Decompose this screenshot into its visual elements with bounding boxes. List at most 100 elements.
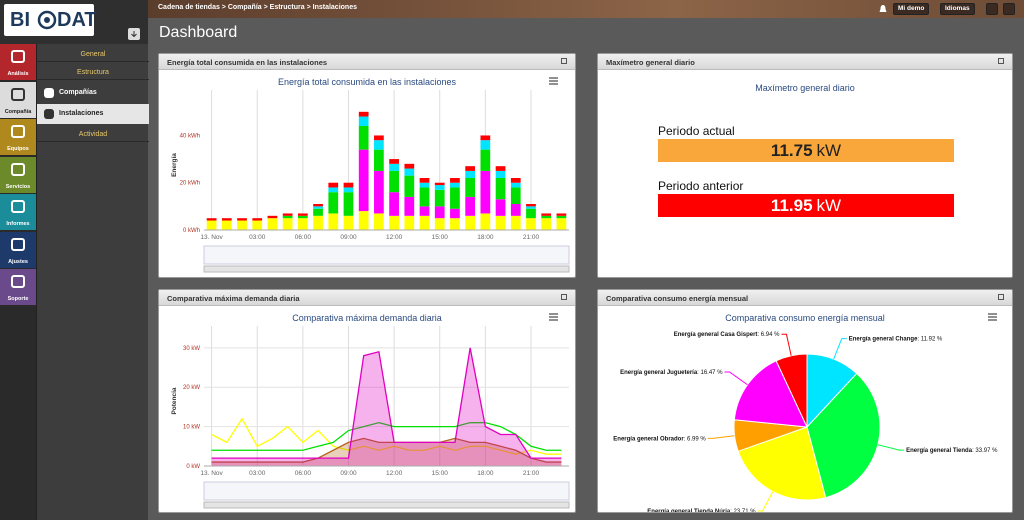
icon-shape xyxy=(11,50,25,63)
bar-segment xyxy=(237,218,247,221)
label-connector xyxy=(707,435,735,439)
y-tick-label: 0 kWh xyxy=(183,228,200,234)
bar-segment xyxy=(510,182,521,188)
pie-slice xyxy=(733,360,808,428)
period-label: Periodo anterior xyxy=(658,179,744,193)
y-tick-label: 40 kWh xyxy=(180,133,200,139)
nav-icon xyxy=(11,275,25,288)
area xyxy=(211,438,562,466)
bell-icon[interactable] xyxy=(878,4,888,14)
sub-nav-icon xyxy=(44,88,54,98)
bar-segment xyxy=(374,140,384,150)
pie-slice xyxy=(775,353,808,428)
sub-nav-item[interactable]: Instalaciones xyxy=(37,104,149,124)
period-label: Periodo actual xyxy=(658,124,735,138)
bar-segment xyxy=(389,215,399,230)
bar-segment xyxy=(419,215,430,230)
maximize-button[interactable] xyxy=(998,294,1004,300)
bar-segment xyxy=(556,213,567,216)
icon-shape xyxy=(11,275,25,288)
label-connector xyxy=(781,333,792,356)
bar-segment xyxy=(510,204,521,216)
user-button[interactable]: Mi demo xyxy=(893,3,930,15)
nav-item[interactable]: Análisis xyxy=(0,44,36,80)
bar-segment xyxy=(389,163,399,171)
collapse-button[interactable] xyxy=(128,28,140,40)
bar-segment xyxy=(358,116,369,126)
bar-segment xyxy=(450,208,460,219)
maximeter-title: Maxímetro general diario xyxy=(755,83,855,93)
bar-segment xyxy=(434,182,445,186)
slice-value: : 33.97 % xyxy=(972,448,998,454)
nav-item[interactable]: Compañía xyxy=(0,81,36,118)
help-button[interactable] xyxy=(1003,3,1015,15)
bar-segment xyxy=(297,213,308,216)
sub-nav-item[interactable]: Actividad xyxy=(37,128,149,142)
breadcrumb[interactable]: Cadena de tiendas > Compañía > Estructur… xyxy=(158,4,357,11)
top-bar: Cadena de tiendas > Compañía > Estructur… xyxy=(148,0,1024,18)
nav-icon xyxy=(11,125,25,138)
label-connector xyxy=(757,491,774,512)
slice-value: : 23.71 % xyxy=(730,509,756,512)
sub-nav-item[interactable]: General xyxy=(37,48,149,62)
maximize-button[interactable] xyxy=(998,58,1004,64)
bar-segment xyxy=(267,215,278,219)
bar-segment xyxy=(419,178,430,183)
sub-nav-label: Estructura xyxy=(77,69,109,76)
x-tick-label: 06:00 xyxy=(295,234,312,241)
slice-name: Energía general Change xyxy=(849,337,918,343)
bar-segment xyxy=(297,218,308,230)
bar-segment xyxy=(404,196,415,216)
x-tick-label: 18:00 xyxy=(477,470,494,477)
y-axis-label: Potencia xyxy=(171,387,178,414)
nav-icon xyxy=(11,50,25,63)
bar-segment xyxy=(526,208,536,219)
bar-segment xyxy=(221,220,232,230)
bar-segment xyxy=(419,182,430,188)
nav-item[interactable]: Equipos xyxy=(0,119,36,155)
logo[interactable]: BI DAT xyxy=(4,4,97,36)
bar-segment xyxy=(389,192,399,216)
bar-segment xyxy=(206,220,217,230)
icon-shape xyxy=(44,88,54,98)
sub-nav-item[interactable]: Compañías xyxy=(37,84,149,102)
bar-segment xyxy=(434,189,445,207)
bar-segment xyxy=(526,204,536,207)
x-tick-label: 13. Nov xyxy=(200,470,223,477)
slice-value: : 11.92 % xyxy=(917,337,943,343)
nav-icon xyxy=(11,87,25,101)
icon-button[interactable] xyxy=(986,3,998,15)
nav-item[interactable]: Ajustes xyxy=(0,231,36,268)
sub-nav-item[interactable]: Estructura xyxy=(37,66,149,80)
bar-segment xyxy=(419,206,430,216)
bar-segment xyxy=(419,187,430,207)
nav-item[interactable]: Servicios xyxy=(0,156,36,193)
line xyxy=(211,437,562,463)
bar-segment xyxy=(526,206,536,209)
nav-item[interactable]: Soporte xyxy=(0,269,36,305)
x-tick-label: 12:00 xyxy=(386,234,403,241)
bar-segment xyxy=(343,182,354,188)
nav-item[interactable]: Informes xyxy=(0,194,36,230)
bar-segment xyxy=(480,170,491,214)
bar-segment xyxy=(510,187,521,204)
bar-segment xyxy=(541,215,552,219)
slice-value: : 6.99 % xyxy=(684,436,707,442)
y-tick-label: 10 kW xyxy=(183,425,200,431)
slice-value: : 6.94 % xyxy=(757,332,780,338)
language-button[interactable]: Idiomas xyxy=(940,3,975,15)
panel-header: Comparativa consumo energía mensual xyxy=(598,290,1012,306)
icon-shape xyxy=(11,87,25,101)
maximize-button[interactable] xyxy=(561,294,567,300)
icon-shape xyxy=(44,109,54,119)
maximize-button[interactable] xyxy=(561,58,567,64)
bar-segment xyxy=(434,206,445,219)
x-tick-label: 09:00 xyxy=(340,470,357,477)
bar-segment xyxy=(465,166,476,171)
bar-segment xyxy=(404,175,415,197)
slice-label: Energía general Change: 11.92 % xyxy=(849,337,943,343)
nav-label: Equipos xyxy=(7,146,29,152)
bar-segment xyxy=(480,149,491,171)
bar-segment xyxy=(404,215,415,230)
